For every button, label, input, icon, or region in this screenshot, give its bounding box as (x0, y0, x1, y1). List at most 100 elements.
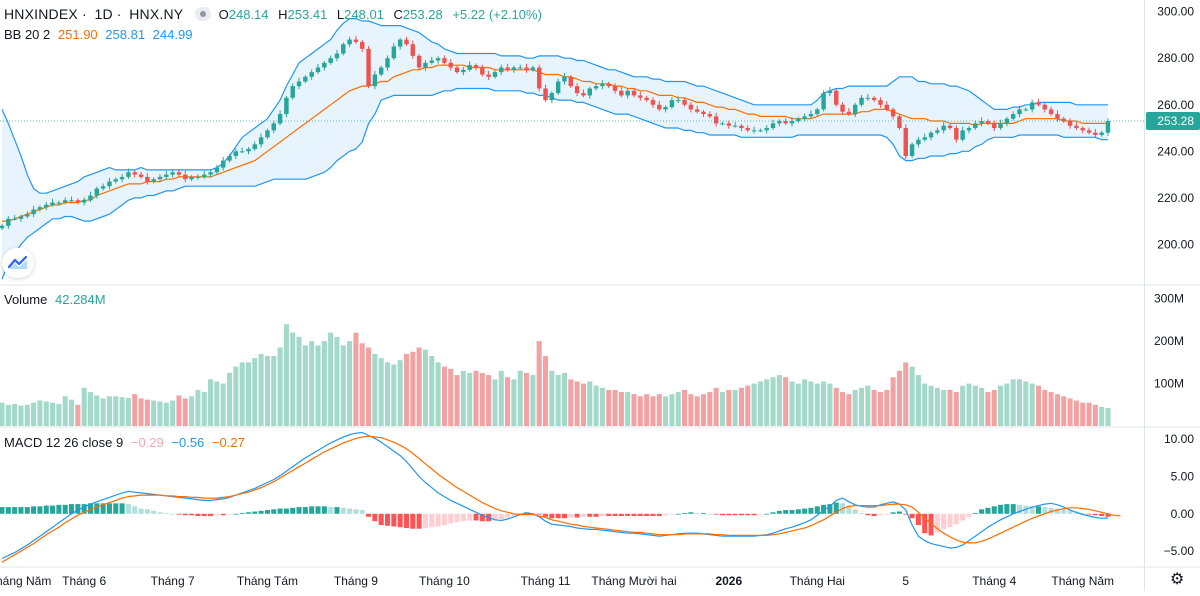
macd-histogram-bar (384, 513, 391, 526)
volume-bar (840, 392, 846, 426)
macd-histogram-bar (599, 513, 605, 517)
macd-hist-value: −0.29 (130, 435, 164, 450)
macd-histogram-bar (694, 513, 700, 514)
candle-body (164, 174, 169, 177)
volume-bar (220, 383, 226, 426)
gear-icon[interactable]: ⚙ (1170, 571, 1185, 588)
volume-bar (669, 394, 675, 426)
macd-histogram-bar (960, 513, 966, 521)
candle-body (322, 62, 327, 68)
candle (208, 170, 213, 178)
macd-histogram-bar (1099, 513, 1105, 517)
candle (119, 174, 125, 183)
change-value: +5.22 (+2.10%) (452, 7, 542, 22)
bb-legend[interactable]: BB 20 2 251.90 258.81 244.99 (4, 27, 196, 43)
candle (789, 117, 795, 127)
candle-body (37, 207, 43, 210)
volume-bar (530, 375, 536, 426)
macd-histogram-bar (846, 505, 852, 514)
volume-bar (31, 402, 37, 426)
volume-bar (960, 385, 966, 426)
macd-histogram-bar (713, 513, 719, 515)
candle-body (764, 128, 769, 131)
candle-body (536, 67, 542, 89)
volume-axis-tick: 300M (1154, 292, 1184, 306)
volume-bar (1099, 406, 1105, 426)
macd-histogram-bar (966, 513, 972, 517)
candle (770, 119, 776, 130)
candle-body (638, 95, 643, 98)
macd-axis-tick: −5.00 (1164, 544, 1195, 558)
volume-bar (340, 345, 346, 426)
candle-body (827, 90, 833, 94)
macd-signal-value: −0.27 (211, 435, 245, 450)
candle (587, 86, 592, 99)
candle-body (486, 74, 491, 77)
candle (315, 63, 321, 75)
volume-bar (972, 385, 978, 426)
candle-body (1048, 109, 1054, 115)
volume-bar (163, 402, 169, 426)
volume-bar (182, 398, 188, 426)
eye-toggle-icon[interactable] (194, 7, 211, 21)
candle-body (18, 216, 24, 219)
candle-body (947, 125, 953, 129)
candle-body (119, 176, 125, 180)
volume-bar (644, 394, 650, 426)
candle-body (461, 69, 466, 73)
symbol-name[interactable]: HNXINDEX (4, 6, 78, 22)
candle-body (1099, 132, 1104, 136)
macd-histogram-bar (37, 506, 43, 514)
candle (884, 101, 890, 112)
candle (530, 65, 536, 72)
macd-histogram-bar (233, 513, 239, 515)
candle-body (543, 88, 548, 101)
candle-body (524, 67, 529, 70)
candle-body (303, 76, 308, 82)
candle-body (568, 76, 574, 87)
candle-body (88, 195, 93, 201)
candle-body (423, 62, 428, 68)
candle (732, 121, 738, 128)
candle (518, 64, 523, 70)
macd-histogram-bar (353, 509, 359, 514)
tradingview-logo-icon[interactable] (2, 248, 34, 278)
candle-body (366, 48, 371, 87)
time-axis-label: Tháng 7 (151, 574, 195, 588)
macd-histogram-bar (87, 503, 94, 514)
volume-legend[interactable]: Volume 42.284M (4, 292, 110, 308)
volume-bar (1016, 379, 1023, 426)
macd-histogram-bar (808, 507, 814, 514)
macd-legend[interactable]: MACD 12 26 close 9 −0.29 −0.56 −0.27 (4, 435, 249, 451)
candle-body (157, 176, 163, 180)
last-price-badge-bg (1146, 112, 1200, 131)
candle (992, 120, 997, 132)
candle-body (246, 148, 251, 152)
volume-bar (593, 385, 599, 426)
candle (37, 205, 43, 212)
volume-bar (1029, 383, 1035, 426)
volume-bar (87, 392, 94, 426)
bb-basis-value: 251.90 (57, 27, 98, 42)
candle (220, 156, 226, 171)
volume-bar (618, 392, 624, 426)
macd-histogram-bar (359, 510, 365, 514)
candle-body (928, 132, 934, 138)
candle-body (410, 44, 416, 56)
candle (606, 81, 611, 88)
candle (126, 168, 131, 179)
candle (1055, 110, 1060, 122)
volume-bar (896, 370, 902, 426)
macd-histogram-bar (372, 513, 378, 522)
macd-histogram-bar (732, 513, 738, 516)
candle (1086, 127, 1092, 135)
volume-bar (68, 399, 75, 426)
candle-body (271, 123, 276, 131)
volume-bar (94, 395, 100, 426)
interval-label[interactable]: 1D (94, 6, 113, 22)
candle (941, 121, 946, 134)
time-axis-label: Tháng Hai (790, 574, 845, 588)
candle-body (998, 123, 1003, 129)
